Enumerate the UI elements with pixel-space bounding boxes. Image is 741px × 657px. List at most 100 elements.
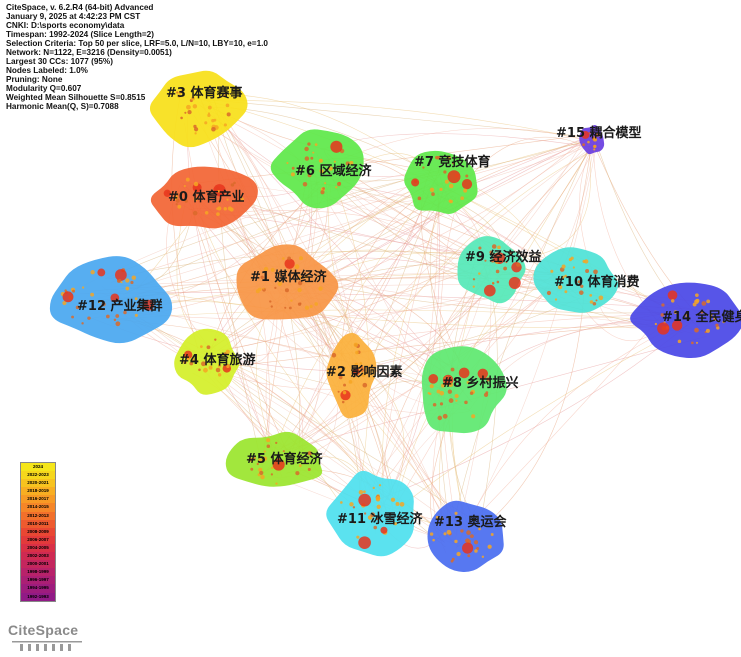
keyword-node <box>670 299 675 303</box>
keyword-node <box>654 322 657 326</box>
keyword-node <box>186 104 191 110</box>
keyword-node <box>491 282 495 285</box>
keyword-node <box>341 400 345 404</box>
keyword-node <box>722 320 725 324</box>
keyword-node <box>349 502 354 507</box>
keyword-node <box>428 373 439 384</box>
keyword-node <box>225 349 230 354</box>
keyword-node <box>593 144 597 149</box>
link-line <box>187 111 280 466</box>
keyword-node <box>411 178 420 187</box>
keyword-node <box>295 471 300 476</box>
keyword-node <box>444 179 449 184</box>
link-line <box>283 140 590 279</box>
keyword-node <box>422 166 425 169</box>
link-line <box>360 147 599 372</box>
keyword-node <box>561 275 565 279</box>
keyword-node <box>270 305 273 308</box>
keyword-node <box>113 318 117 322</box>
keyword-node <box>266 444 271 449</box>
header-line: January 9, 2025 at 4:42:23 PM CST <box>6 12 141 21</box>
keyword-node <box>454 511 458 515</box>
keyword-node <box>190 96 195 101</box>
node-layer <box>60 89 725 563</box>
link-line <box>212 320 695 370</box>
keyword-node <box>443 170 447 174</box>
keyword-node <box>372 486 375 490</box>
keyword-node <box>183 185 186 188</box>
keyword-node <box>436 389 441 394</box>
link-line <box>321 133 591 151</box>
keyword-node <box>546 290 552 296</box>
cluster-label: #12 产业集群 <box>77 298 163 314</box>
keyword-node <box>429 532 434 536</box>
keyword-node <box>478 527 481 531</box>
keyword-node <box>505 261 508 264</box>
keyword-node <box>473 540 479 545</box>
keyword-node <box>363 490 366 494</box>
keyword-node <box>286 161 289 165</box>
keyword-node <box>390 497 396 502</box>
keyword-node <box>101 302 106 307</box>
cluster-label: #0 体育产业 <box>168 189 244 205</box>
legend-year: 2004-2005 <box>21 543 55 553</box>
keyword-node <box>180 116 183 120</box>
keyword-node <box>125 286 130 291</box>
keyword-node <box>297 287 302 293</box>
keyword-node <box>464 400 468 405</box>
keyword-node <box>486 377 491 382</box>
keyword-node <box>204 211 209 215</box>
keyword-node <box>439 402 444 406</box>
keyword-node <box>183 360 187 365</box>
keyword-node <box>427 391 430 395</box>
keyword-node <box>115 269 127 281</box>
header-line: Harmonic Mean(Q, S)=0.7088 <box>6 102 119 111</box>
keyword-node <box>284 258 295 269</box>
keyword-node <box>194 132 197 135</box>
keyword-node <box>263 266 269 272</box>
link-line <box>137 142 588 317</box>
keyword-node <box>361 372 366 377</box>
keyword-node <box>269 300 272 303</box>
cluster-region <box>533 247 619 313</box>
keyword-node <box>395 502 400 506</box>
keyword-node <box>322 187 325 190</box>
cluster-label: #1 媒体经济 <box>250 269 327 285</box>
keyword-node <box>175 203 178 206</box>
keyword-node <box>685 313 689 318</box>
keyword-node <box>189 361 194 366</box>
keyword-node <box>335 186 338 189</box>
keyword-node <box>671 320 683 331</box>
keyword-node <box>62 300 67 306</box>
keyword-node <box>389 513 392 516</box>
keyword-node <box>694 327 699 333</box>
keyword-node <box>120 281 123 284</box>
keyword-node <box>304 146 309 152</box>
keyword-node <box>465 174 469 178</box>
keyword-node <box>370 512 375 517</box>
keyword-node <box>461 178 473 190</box>
keyword-node <box>340 501 343 504</box>
keyword-node <box>266 438 271 443</box>
link-line <box>202 312 680 367</box>
keyword-node <box>589 293 593 297</box>
timeline-legend: 2024 2022-2023 2020-2021 2018-2019 2016-2017… <box>20 462 56 602</box>
cluster-label: #14 全民健身 <box>662 309 741 325</box>
keyword-node <box>354 362 359 367</box>
keyword-node <box>349 160 354 165</box>
keyword-node <box>285 461 289 464</box>
keyword-node <box>307 142 311 146</box>
cluster-region <box>326 470 414 557</box>
keyword-node <box>233 181 236 185</box>
keyword-node <box>503 266 507 271</box>
keyword-node <box>298 256 303 261</box>
keyword-node <box>442 377 446 380</box>
keyword-node <box>448 382 453 388</box>
keyword-node <box>87 316 91 320</box>
legend-year: 2002-2003 <box>21 552 55 561</box>
keyword-node <box>176 91 179 94</box>
keyword-node <box>190 358 195 362</box>
keyword-node <box>447 170 461 184</box>
keyword-node <box>478 272 481 275</box>
link-line <box>135 183 431 296</box>
